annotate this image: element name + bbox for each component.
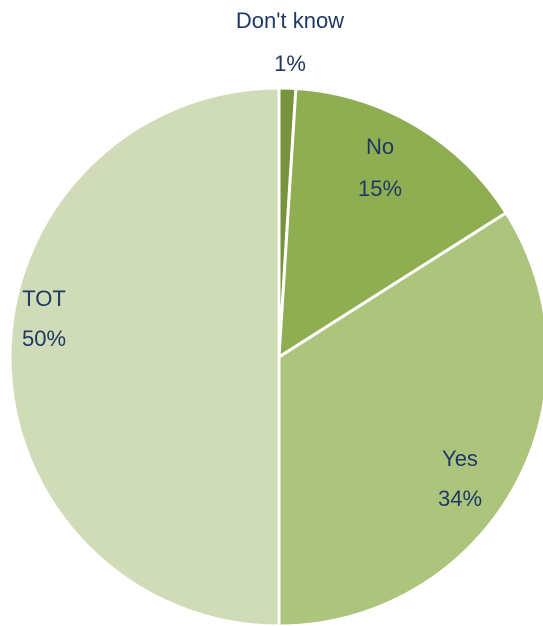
slice-label: Yes: [442, 446, 478, 471]
slice-value-label: 1%: [274, 51, 306, 76]
slice-label: Don't know: [236, 8, 344, 33]
slice-label: TOT: [22, 286, 66, 311]
pie-slice: [277, 211, 543, 626]
slice-value-label: 34%: [438, 486, 482, 511]
slice-value-label: 50%: [22, 326, 66, 351]
slice-value-label: 15%: [358, 176, 402, 201]
pie-slice: [8, 86, 281, 626]
pie-slice: [277, 87, 508, 359]
slice-label: No: [366, 134, 394, 159]
